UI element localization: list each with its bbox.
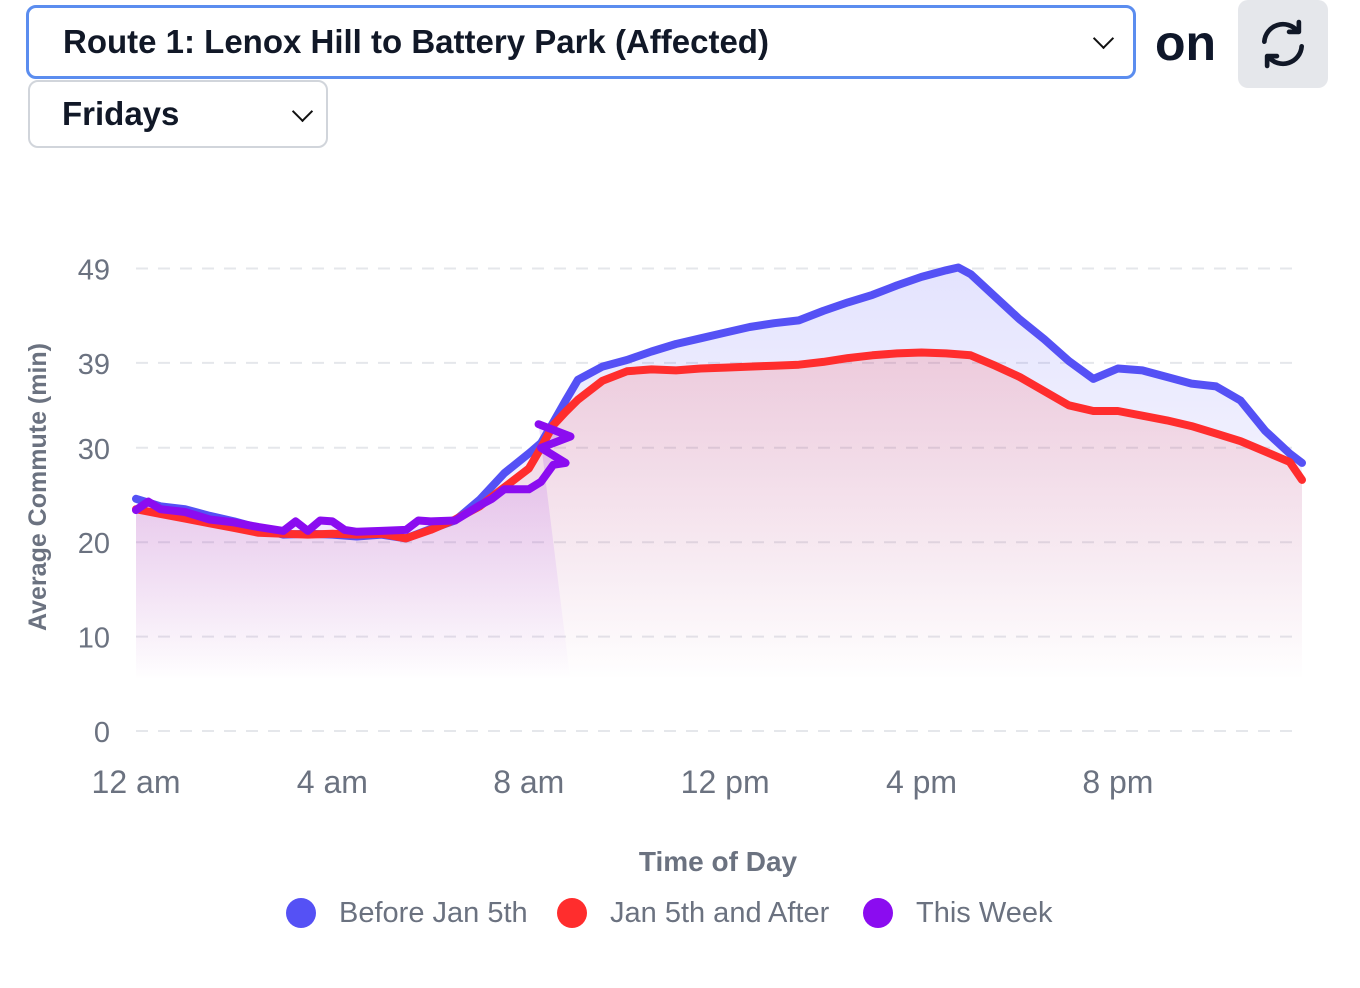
area-this-week [136, 424, 571, 681]
chevron-down-icon [291, 100, 314, 123]
legend-label-before: Before Jan 5th [339, 896, 528, 929]
route-select[interactable]: Route 1: Lenox Hill to Battery Park (Aff… [26, 5, 1136, 79]
connector-label: on [1155, 15, 1217, 71]
commute-chart: 0 10 20 30 39 49 12 am 4 am 8 am 12 pm 4 pm 8 pm Ave… [24, 254, 1306, 877]
day-select[interactable]: Fridays [28, 80, 328, 148]
y-tick-label: 10 [78, 623, 110, 655]
chevron-down-icon [1092, 27, 1115, 50]
y-tick-label: 20 [78, 528, 110, 560]
x-tick-label: 12 am [92, 764, 181, 800]
x-tick-label: 12 pm [681, 764, 770, 800]
x-tick-label: 4 pm [886, 764, 957, 800]
y-tick-label: 0 [94, 717, 110, 749]
y-tick-label: 49 [78, 254, 110, 286]
x-tick-label: 8 pm [1082, 764, 1153, 800]
legend-swatch-before [286, 898, 316, 928]
legend-swatch-this-week [863, 898, 893, 928]
route-select-value: Route 1: Lenox Hill to Battery Park (Aff… [63, 23, 769, 60]
y-tick-label: 30 [78, 434, 110, 466]
legend-item-before[interactable]: Before Jan 5th [286, 888, 528, 938]
chart-legend: Before Jan 5th Jan 5th and After This We… [0, 888, 1360, 938]
legend-label-after: Jan 5th and After [610, 896, 830, 929]
y-tick-label: 39 [78, 349, 110, 381]
x-tick-label: 4 am [297, 764, 368, 800]
y-axis-title: Average Commute (min) [24, 343, 52, 631]
x-axis-title: Time of Day [639, 846, 798, 877]
x-tick-label: 8 am [493, 764, 564, 800]
legend-swatch-after [557, 898, 587, 928]
series-line-this-week [132, 420, 575, 536]
legend-item-after[interactable]: Jan 5th and After [557, 888, 829, 938]
legend-item-this-week[interactable]: This Week [863, 888, 1052, 938]
refresh-button[interactable] [1238, 0, 1328, 88]
series-line-jan-5th-and-after [132, 348, 1306, 543]
day-select-value: Fridays [62, 95, 180, 132]
refresh-icon [1262, 19, 1304, 69]
legend-label-this-week: This Week [916, 896, 1053, 929]
